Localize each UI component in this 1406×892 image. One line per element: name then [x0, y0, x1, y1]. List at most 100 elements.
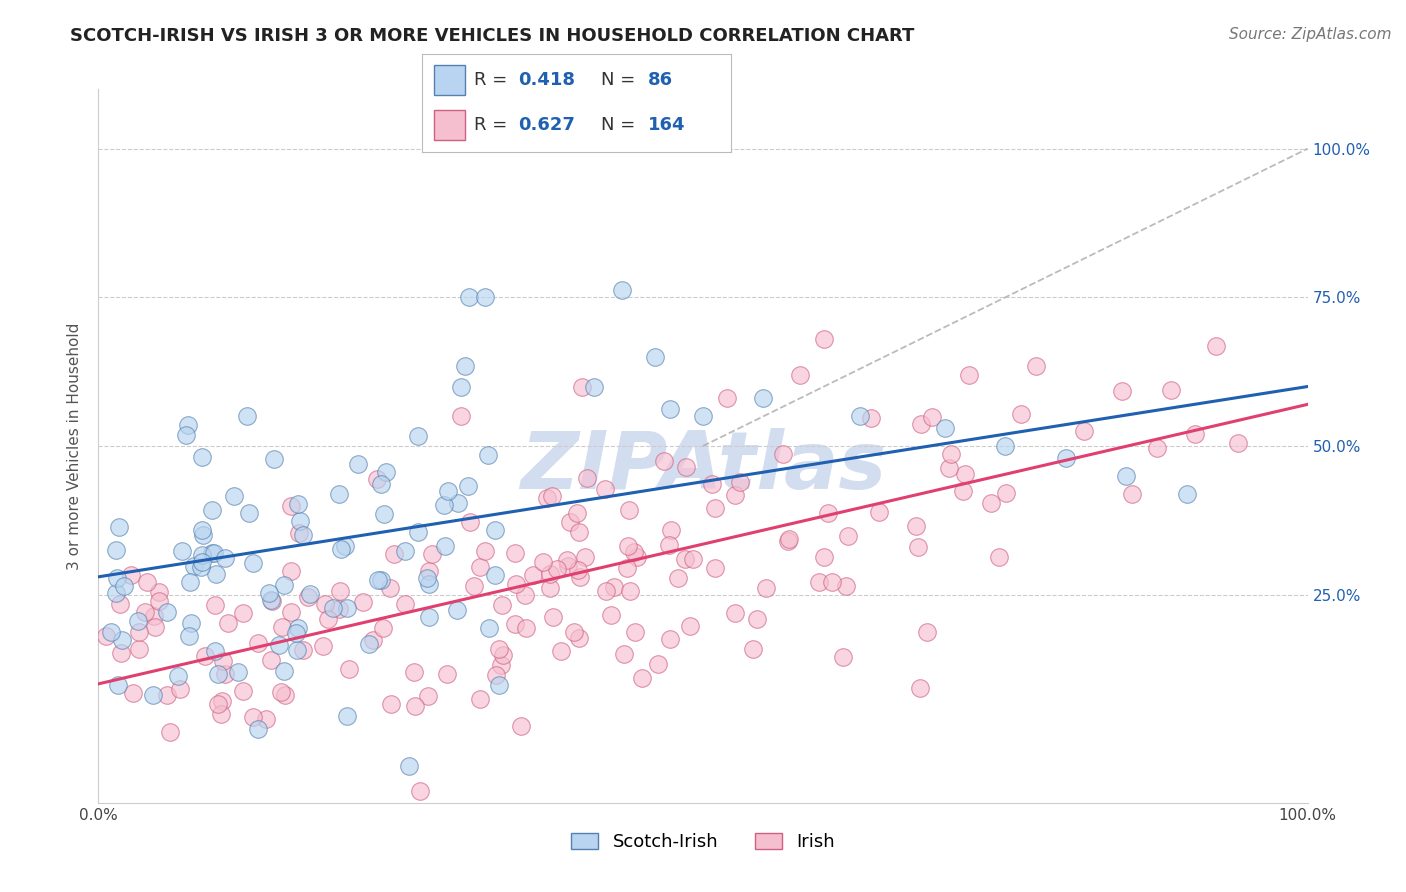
Point: [666, 571, 689, 585]
Point: [224, 489, 246, 503]
Point: [652, 454, 675, 468]
Point: [617, 540, 640, 554]
Point: [236, 409, 259, 423]
Point: [100, 624, 122, 639]
Point: [915, 624, 938, 639]
Point: [406, 524, 429, 539]
Point: [246, 722, 269, 736]
Text: N =: N =: [602, 116, 641, 134]
Point: [190, 560, 212, 574]
Point: [122, 686, 145, 700]
Point: [212, 653, 235, 667]
Point: [907, 541, 929, 555]
Point: [328, 486, 350, 500]
Point: [569, 570, 592, 584]
Point: [679, 619, 702, 633]
Point: [156, 688, 179, 702]
Point: [238, 506, 260, 520]
Point: [700, 477, 723, 491]
Legend: Scotch-Irish, Irish: Scotch-Irish, Irish: [564, 825, 842, 858]
Point: [704, 560, 727, 574]
Text: N =: N =: [602, 71, 641, 89]
Point: [659, 524, 682, 538]
FancyBboxPatch shape: [434, 65, 465, 95]
Point: [367, 573, 389, 587]
Point: [370, 476, 392, 491]
Point: [568, 525, 591, 540]
Point: [242, 710, 264, 724]
Point: [352, 595, 374, 609]
Point: [1146, 441, 1168, 455]
Point: [509, 719, 531, 733]
Point: [214, 667, 236, 681]
Point: [478, 621, 501, 635]
Point: [755, 581, 778, 595]
Point: [536, 491, 558, 505]
Point: [658, 402, 681, 417]
Point: [538, 566, 561, 581]
Point: [191, 528, 214, 542]
Point: [314, 597, 336, 611]
Point: [546, 561, 568, 575]
Point: [260, 592, 283, 607]
Point: [921, 409, 943, 424]
Point: [531, 555, 554, 569]
Point: [179, 629, 201, 643]
Point: [242, 556, 264, 570]
Point: [623, 624, 645, 639]
Point: [134, 605, 156, 619]
Point: [934, 421, 956, 435]
Point: [335, 708, 357, 723]
Text: ZIPAtlas: ZIPAtlas: [520, 428, 886, 507]
Point: [148, 593, 170, 607]
Point: [191, 548, 214, 562]
Point: [316, 612, 339, 626]
Point: [910, 417, 932, 431]
Point: [562, 625, 585, 640]
Point: [346, 458, 368, 472]
Point: [557, 558, 579, 573]
Point: [703, 501, 725, 516]
Point: [583, 379, 606, 393]
Point: [772, 446, 794, 460]
Point: [1115, 468, 1137, 483]
Point: [463, 579, 485, 593]
Point: [994, 486, 1017, 500]
Point: [263, 451, 285, 466]
Point: [491, 598, 513, 612]
Point: [288, 526, 311, 541]
Point: [560, 515, 582, 529]
Point: [322, 601, 344, 615]
Point: [938, 461, 960, 475]
Point: [232, 606, 254, 620]
Text: 0.627: 0.627: [517, 116, 575, 134]
Point: [574, 550, 596, 565]
Point: [110, 646, 132, 660]
Point: [503, 617, 526, 632]
Point: [488, 678, 510, 692]
Point: [716, 392, 738, 406]
Point: [179, 575, 201, 590]
Point: [821, 574, 844, 589]
Point: [571, 379, 593, 393]
Point: [541, 489, 564, 503]
Point: [280, 605, 302, 619]
Point: [908, 681, 931, 695]
Point: [835, 579, 858, 593]
Point: [623, 545, 645, 559]
Point: [374, 465, 396, 479]
Point: [329, 584, 352, 599]
Text: Source: ZipAtlas.com: Source: ZipAtlas.com: [1229, 27, 1392, 42]
Point: [380, 581, 402, 595]
Point: [808, 574, 831, 589]
Point: [416, 690, 439, 704]
Point: [271, 620, 294, 634]
Point: [104, 585, 127, 599]
FancyBboxPatch shape: [434, 111, 465, 140]
Point: [211, 694, 233, 708]
Point: [418, 564, 440, 578]
Point: [723, 488, 745, 502]
Point: [270, 685, 292, 699]
Point: [484, 523, 506, 537]
Point: [159, 725, 181, 739]
